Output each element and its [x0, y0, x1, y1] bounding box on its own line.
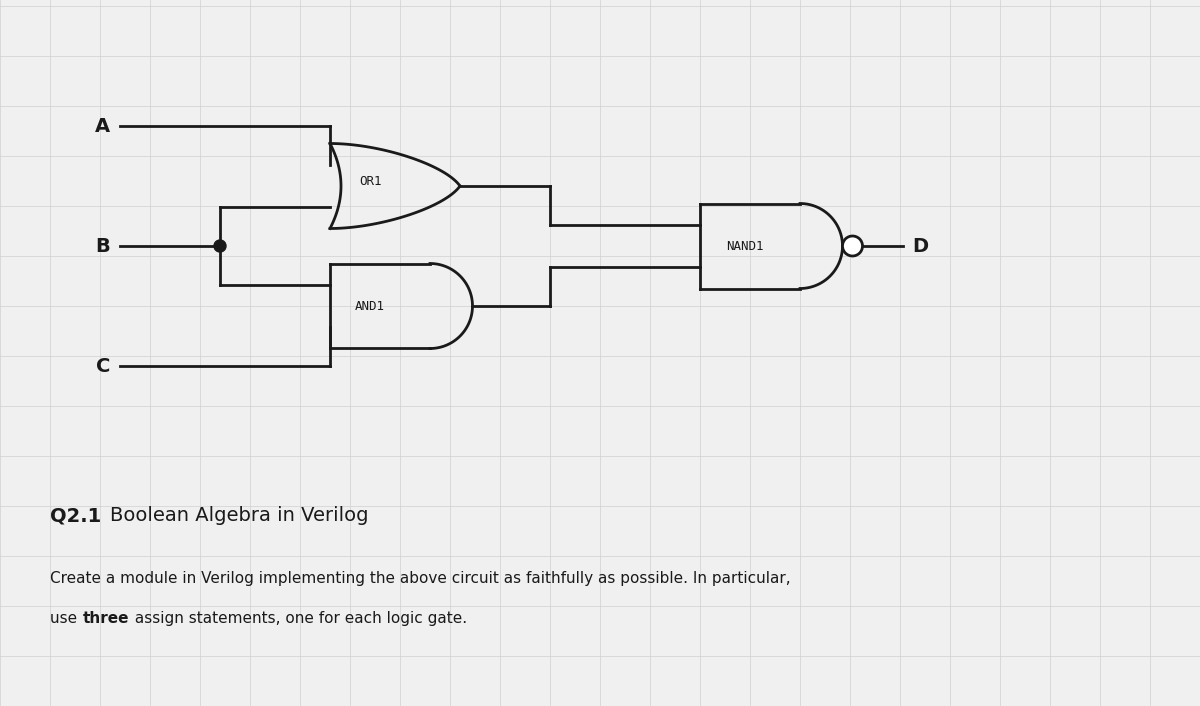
Text: D: D [912, 237, 929, 256]
Text: C: C [96, 357, 110, 376]
Text: A: A [95, 116, 110, 136]
Circle shape [842, 236, 863, 256]
Text: Create a module in Verilog implementing the above circuit as faithfully as possi: Create a module in Verilog implementing … [50, 571, 791, 586]
Text: B: B [95, 237, 110, 256]
Text: Boolean Algebra in Verilog: Boolean Algebra in Verilog [110, 506, 368, 525]
Text: NAND1: NAND1 [726, 239, 763, 253]
Text: AND1: AND1 [355, 299, 385, 313]
Text: assign statements, one for each logic gate.: assign statements, one for each logic ga… [130, 611, 467, 626]
Circle shape [214, 240, 226, 252]
Text: OR1: OR1 [359, 174, 382, 188]
Text: Q2.1: Q2.1 [50, 506, 108, 525]
Text: use: use [50, 611, 82, 626]
Text: three: three [83, 611, 130, 626]
